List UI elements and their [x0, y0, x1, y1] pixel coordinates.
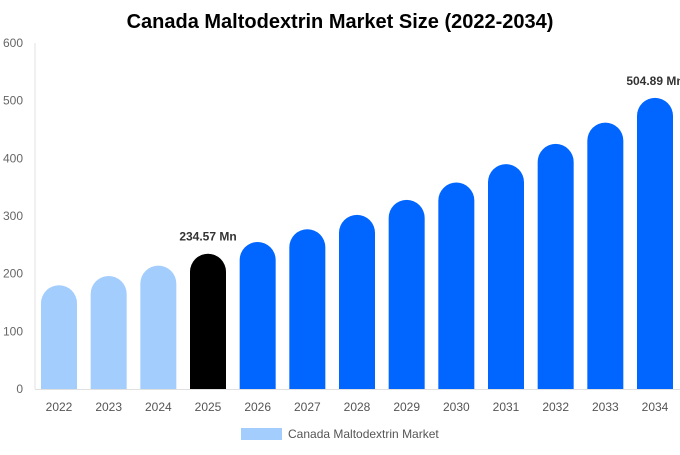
bar-2034 [637, 97, 673, 389]
x-tick-label: 2026 [244, 400, 271, 414]
x-tick-label: 2029 [393, 400, 420, 414]
data-label: 234.57 Mn [179, 230, 236, 244]
x-tick-label: 2025 [195, 400, 222, 414]
x-tick-label: 2031 [493, 400, 520, 414]
x-tick-label: 2033 [592, 400, 619, 414]
y-tick-label: 400 [3, 151, 23, 165]
legend-swatch [241, 428, 282, 440]
y-tick-label: 600 [3, 36, 23, 50]
bar-2025 [190, 253, 226, 389]
bar-2027 [289, 229, 326, 389]
bar-2028 [339, 214, 375, 389]
x-tick-label: 2032 [542, 400, 569, 414]
legend: Canada Maltodextrin Market [241, 427, 439, 441]
y-tick-label: 500 [3, 94, 23, 108]
bar-2030 [438, 182, 475, 389]
x-tick-label: 2023 [95, 400, 122, 414]
bar-2022 [41, 285, 77, 389]
bar-2031 [488, 164, 524, 389]
legend-label: Canada Maltodextrin Market [288, 427, 439, 441]
x-tick-label: 2024 [145, 400, 172, 414]
y-tick-label: 200 [3, 267, 23, 281]
chart-title: Canada Maltodextrin Market Size (2022-20… [127, 11, 554, 33]
y-tick-label: 100 [3, 324, 23, 338]
bar-2033 [587, 122, 624, 389]
x-tick-label: 2022 [46, 400, 73, 414]
bar-2026 [239, 241, 276, 389]
bar-2024 [140, 265, 177, 389]
y-tick-label: 0 [16, 382, 23, 396]
x-tick-label: 2028 [344, 400, 371, 414]
bar-2023 [90, 275, 127, 389]
bar-2029 [388, 199, 425, 389]
data-label: 504.89 Mn [626, 74, 680, 88]
y-tick-label: 300 [3, 209, 23, 223]
x-tick-label: 2030 [443, 400, 470, 414]
x-tick-label: 2034 [642, 400, 669, 414]
x-tick-label: 2027 [294, 400, 321, 414]
bar-2032 [537, 143, 574, 389]
